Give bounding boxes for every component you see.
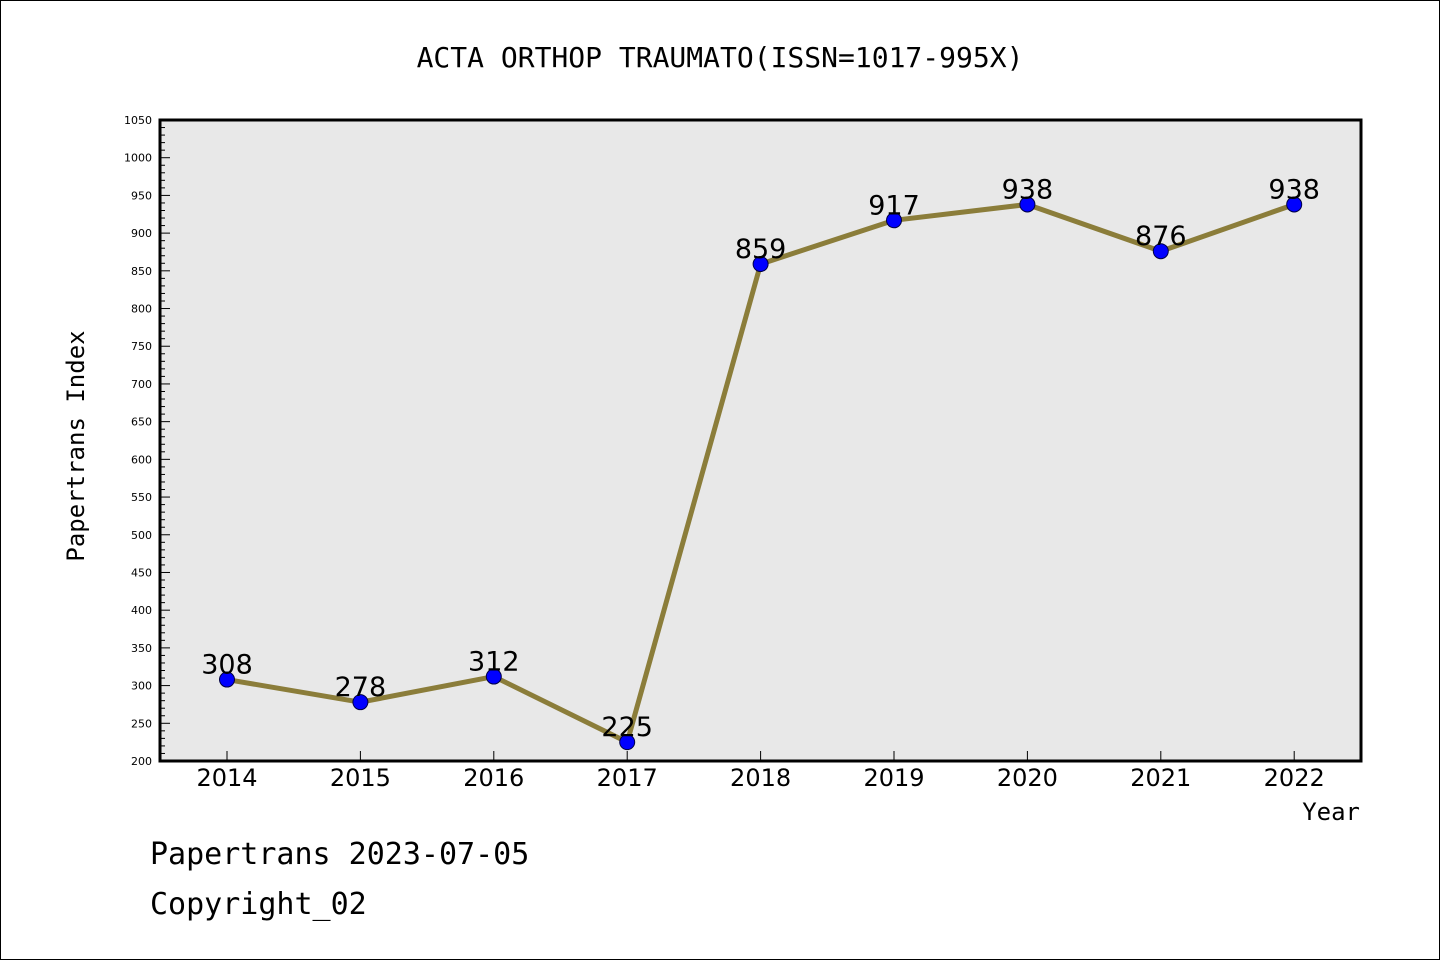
- y-tick-label: 600: [131, 453, 152, 466]
- data-point: [1152, 243, 1169, 260]
- y-tick-label: 900: [131, 227, 152, 240]
- data-point: [886, 212, 902, 229]
- y-tick-label: 450: [131, 566, 152, 579]
- data-label: 278: [335, 672, 387, 703]
- data-point: [1019, 196, 1036, 213]
- x-axis-label: Year: [1302, 798, 1360, 826]
- x-tick-label: 2018: [730, 764, 791, 792]
- footer-date: Papertrans 2023-07-05: [150, 837, 529, 872]
- data-point: [619, 734, 636, 751]
- data-label: 938: [1002, 174, 1054, 205]
- data-label: 876: [1135, 221, 1187, 252]
- x-tick-label: 2016: [463, 764, 524, 792]
- x-tick-label: 2020: [997, 764, 1058, 792]
- x-tick-label: 2021: [1130, 764, 1191, 792]
- data-label: 225: [601, 712, 653, 743]
- data-label: 917: [868, 190, 920, 221]
- data-point: [219, 671, 235, 688]
- data-label: 938: [1268, 174, 1320, 205]
- data-labels: 308 278 312 225 859 917 938 876 938: [201, 174, 1320, 743]
- data-point: [752, 256, 769, 273]
- plot-border: [158, 118, 1363, 763]
- chart-title: ACTA ORTHOP TRAUMATO(ISSN=1017-995X): [417, 41, 1024, 74]
- x-axis: 2014 2015 2016 2017 2018 2019 2020 2021 2022: [196, 751, 1325, 792]
- y-tick-label: 1000: [124, 152, 152, 165]
- x-tick-label: 2019: [863, 764, 924, 792]
- y-tick-label: 1050: [124, 114, 152, 127]
- data-label: 859: [735, 234, 787, 265]
- y-tick-label: 500: [131, 529, 152, 542]
- data-label: 308: [201, 650, 253, 681]
- y-tick-label: 800: [131, 303, 152, 316]
- data-label: 312: [468, 647, 520, 678]
- data-point: [1286, 196, 1303, 213]
- y-tick-label: 350: [131, 642, 152, 655]
- x-tick-label: 2014: [196, 764, 257, 792]
- x-tick-label: 2022: [1264, 764, 1325, 792]
- y-axis-label: Papertrans Index: [62, 330, 90, 561]
- y-tick-label: 850: [131, 265, 152, 278]
- y-tick-label: 250: [131, 717, 152, 730]
- y-axis: 200 250 300 350 400 450 500 550 600 650 700 750 800 8…: [124, 114, 170, 768]
- footer-copyright: Copyright_02: [150, 887, 367, 922]
- y-tick-label: 400: [131, 604, 152, 617]
- series-markers: [219, 196, 1303, 751]
- x-tick-label: 2015: [330, 764, 391, 792]
- y-tick-label: 950: [131, 189, 152, 202]
- data-point: [352, 694, 369, 711]
- y-tick-label: 300: [131, 680, 152, 693]
- y-tick-label: 700: [131, 378, 152, 391]
- y-tick-label: 200: [131, 755, 152, 768]
- x-tick-label: 2017: [597, 764, 658, 792]
- data-point: [485, 668, 502, 685]
- y-tick-label: 650: [131, 416, 152, 429]
- y-tick-label: 550: [131, 491, 152, 504]
- plot-area: [160, 120, 1361, 761]
- y-tick-label: 750: [131, 340, 152, 353]
